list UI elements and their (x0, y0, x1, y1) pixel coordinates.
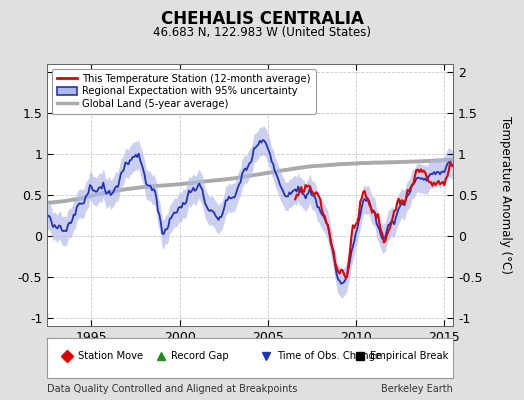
Text: Station Move: Station Move (78, 351, 143, 361)
Text: Record Gap: Record Gap (171, 351, 228, 361)
Text: 46.683 N, 122.983 W (United States): 46.683 N, 122.983 W (United States) (153, 26, 371, 39)
Text: Berkeley Earth: Berkeley Earth (381, 384, 453, 394)
Text: Time of Obs. Change: Time of Obs. Change (277, 351, 381, 361)
Text: Empirical Break: Empirical Break (370, 351, 449, 361)
Y-axis label: Temperature Anomaly (°C): Temperature Anomaly (°C) (499, 116, 512, 274)
Text: Data Quality Controlled and Aligned at Breakpoints: Data Quality Controlled and Aligned at B… (47, 384, 298, 394)
Legend: This Temperature Station (12-month average), Regional Expectation with 95% uncer: This Temperature Station (12-month avera… (52, 69, 315, 114)
Text: CHEHALIS CENTRALIA: CHEHALIS CENTRALIA (160, 10, 364, 28)
